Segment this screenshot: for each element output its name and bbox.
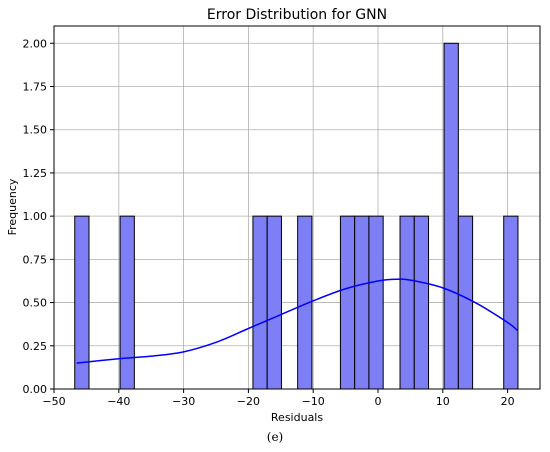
y-tick-label: 1.25 <box>23 167 48 180</box>
histogram-chart: −50 −40 −30 −20 −10 0 10 20 0.00 0.25 0.50 0.75 1.0… <box>6 7 541 424</box>
histogram-bar <box>119 215 135 390</box>
x-tick-label: 10 <box>436 395 450 408</box>
y-tick-label: 0.25 <box>23 340 48 353</box>
x-tick-label: −10 <box>302 395 325 408</box>
histogram-bar <box>457 215 474 390</box>
histogram-bar <box>443 42 459 390</box>
histogram-bar <box>399 215 415 390</box>
y-tick-label: 1.50 <box>23 124 48 137</box>
histogram-bar <box>368 215 384 390</box>
x-tick-label: 20 <box>501 395 515 408</box>
x-tick-label: 0 <box>375 395 382 408</box>
y-axis-label: Frequency <box>6 178 19 235</box>
y-tick-label: 0.75 <box>23 253 48 266</box>
x-tick-label: −30 <box>172 395 195 408</box>
plot-frame <box>53 25 541 390</box>
y-tick-label: 1.00 <box>23 210 48 223</box>
x-tick-label: −40 <box>107 395 130 408</box>
y-tick-label: 0.50 <box>23 297 48 310</box>
x-tick-label: −50 <box>42 395 65 408</box>
kde-line <box>76 278 518 364</box>
histogram-bar <box>354 215 370 390</box>
histogram-bar <box>503 215 519 390</box>
histogram-bar <box>252 215 268 390</box>
kde-curve <box>76 278 518 364</box>
y-tick-label: 1.75 <box>23 81 48 94</box>
histogram-bar <box>339 215 356 390</box>
figure-caption: (e) <box>266 430 284 444</box>
x-axis-label: Residuals <box>271 411 323 424</box>
chart-title: Error Distribution for GNN <box>207 7 387 23</box>
histogram-bar <box>266 215 282 390</box>
y-tick-label: 2.00 <box>23 37 48 50</box>
histogram-bar <box>413 215 430 390</box>
x-axis-ticks: −50 −40 −30 −20 −10 0 10 20 <box>42 389 515 408</box>
x-tick-label: −20 <box>237 395 260 408</box>
y-tick-label: 0.00 <box>23 383 48 396</box>
y-axis-ticks: 0.00 0.25 0.50 0.75 1.00 1.25 1.50 1.75 2.00 <box>23 37 54 396</box>
